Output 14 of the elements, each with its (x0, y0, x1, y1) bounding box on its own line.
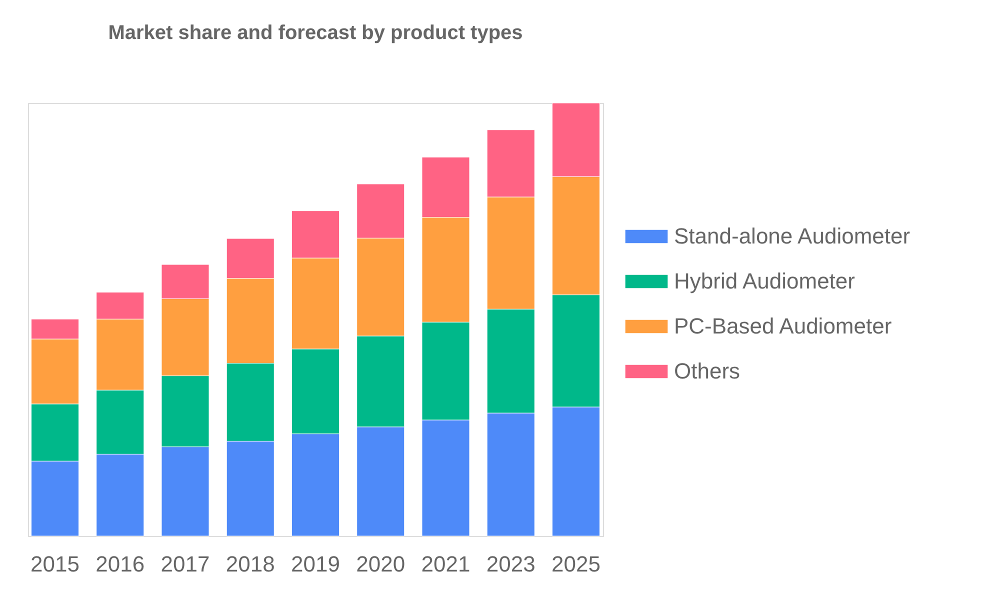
x-tick-label: 2021 (421, 552, 470, 576)
x-tick-label: 2025 (552, 552, 600, 576)
x-tick-label: 2018 (226, 552, 275, 576)
legend-label: Stand-alone Audiometer (674, 224, 910, 248)
legend-label: PC-Based Audiometer (674, 314, 892, 338)
x-tick-label: 2019 (291, 552, 340, 576)
x-tick-label: 2016 (96, 552, 145, 576)
x-tick-label: 2017 (160, 552, 210, 576)
legend-label: Hybrid Audiometer (674, 268, 855, 294)
x-tick-label: 2020 (356, 552, 406, 576)
chart-title: Market share and forecast by product types (108, 22, 523, 44)
x-tick-label: 2023 (486, 552, 536, 576)
x-tick-label: 2015 (30, 552, 80, 576)
legend-label: Others (674, 358, 740, 384)
